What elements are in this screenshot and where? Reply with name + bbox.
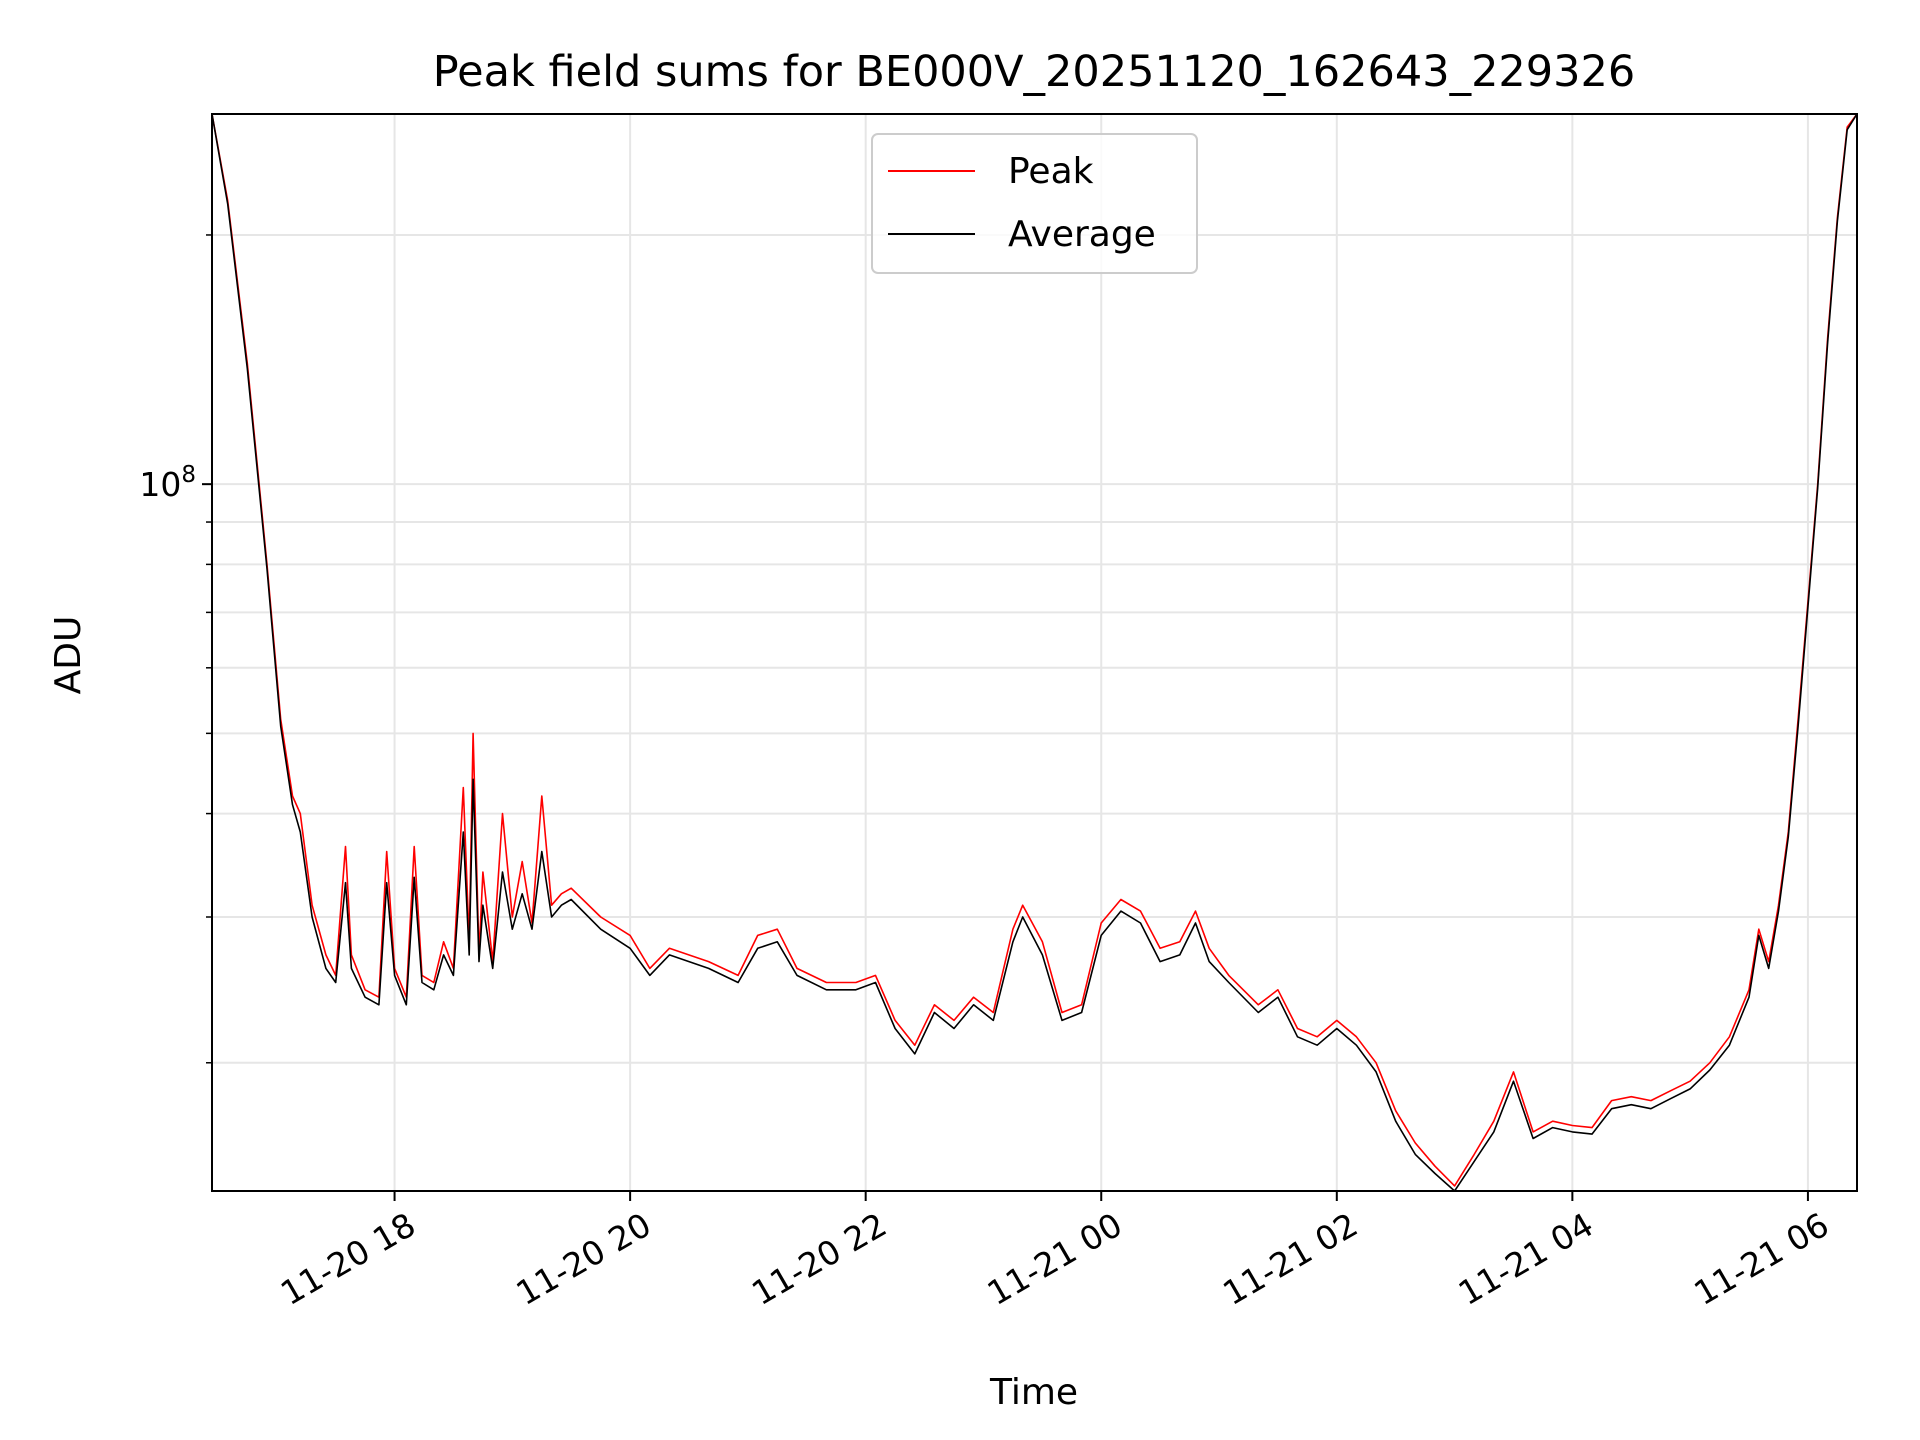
- y-tick-label: 108: [139, 462, 196, 504]
- legend-box: [871, 133, 1198, 274]
- grid-lines: [212, 114, 1857, 1191]
- plot-frame: [211, 113, 1858, 1192]
- legend: Peak Average: [871, 133, 1198, 274]
- series-line-average: [212, 114, 1857, 1191]
- x-axis-label: Time: [989, 1372, 1078, 1413]
- legend-label-average: Average: [1008, 214, 1156, 255]
- y-axis-label: ADU: [48, 616, 89, 695]
- y-tick-label-exponent: 8: [181, 462, 196, 488]
- plot-area-background: [212, 114, 1857, 1191]
- series-line-peak: [212, 114, 1857, 1187]
- y-tick-label-base: 10: [139, 465, 181, 504]
- legend-label-peak: Peak: [1008, 151, 1094, 192]
- series-lines: [212, 114, 1857, 1191]
- chart-title: Peak field sums for BE000V_20251120_1626…: [433, 47, 1635, 97]
